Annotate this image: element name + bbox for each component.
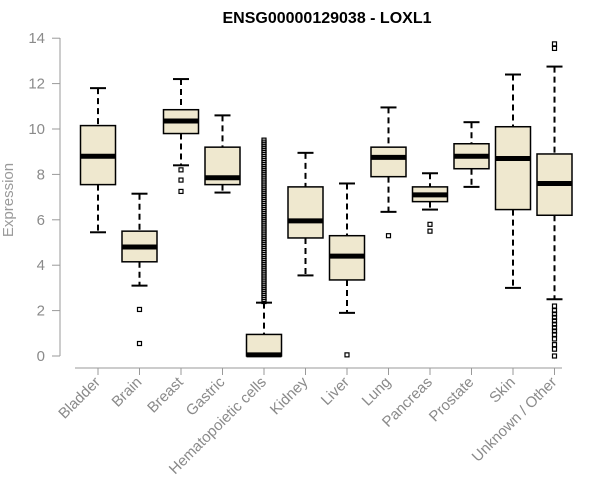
- chart-title: ENSG00000129038 - LOXL1: [222, 10, 431, 27]
- x-tick-label: Liver: [318, 374, 353, 409]
- box-group: [494, 73, 532, 289]
- y-tick-label: 4: [37, 257, 45, 274]
- box-group: [453, 121, 490, 188]
- x-tick-label: Skin: [486, 374, 519, 407]
- outlier-point: [178, 177, 184, 183]
- y-tick-label: 12: [28, 76, 45, 93]
- box-group: [287, 151, 324, 277]
- y-ticks: 0 2 4 6 8 10 12 14: [28, 30, 60, 365]
- outlier-point: [551, 342, 558, 348]
- box-iqr: [287, 186, 324, 239]
- x-tick-label: Prostate: [426, 374, 478, 426]
- box-group: [536, 41, 573, 359]
- y-axis-label: Expression: [0, 163, 17, 237]
- y-tick-label: 0: [37, 348, 45, 365]
- x-tick-label: Breast: [144, 373, 187, 416]
- outlier-point: [344, 352, 350, 358]
- outlier-point: [427, 228, 433, 234]
- box-group: [370, 106, 407, 239]
- box-group: [79, 87, 117, 234]
- box-group: [411, 172, 449, 234]
- outlier-point: [178, 188, 184, 195]
- y-tick-label: 8: [37, 166, 45, 183]
- outlier-point: [261, 137, 267, 143]
- box-group: [245, 137, 283, 358]
- outlier-point: [551, 336, 558, 342]
- outlier-point: [551, 303, 558, 309]
- outlier-point: [551, 45, 558, 52]
- outlier-point: [385, 233, 392, 239]
- outlier-point: [178, 167, 184, 173]
- outlier-point: [551, 346, 558, 352]
- box-group: [328, 182, 366, 358]
- box-group: [121, 192, 158, 347]
- x-tick-label: Lung: [359, 374, 395, 410]
- x-tick-label: Brain: [109, 374, 146, 411]
- y-tick-label: 6: [37, 212, 45, 229]
- x-tick-label: Bladder: [55, 374, 104, 423]
- box-group: [204, 114, 241, 194]
- outlier-point: [427, 221, 433, 227]
- y-tick-label: 14: [28, 30, 45, 47]
- boxes: [79, 41, 573, 359]
- outlier-point: [551, 353, 558, 359]
- y-tick-label: 2: [37, 303, 45, 320]
- y-tick-label: 10: [28, 121, 45, 138]
- box-group: [162, 78, 200, 195]
- outlier-point: [551, 41, 558, 47]
- outlier-point: [136, 340, 143, 347]
- outlier-point: [136, 306, 143, 313]
- box-iqr: [370, 146, 407, 178]
- x-tick-label: Kidney: [267, 373, 312, 418]
- box-iqr: [494, 125, 532, 211]
